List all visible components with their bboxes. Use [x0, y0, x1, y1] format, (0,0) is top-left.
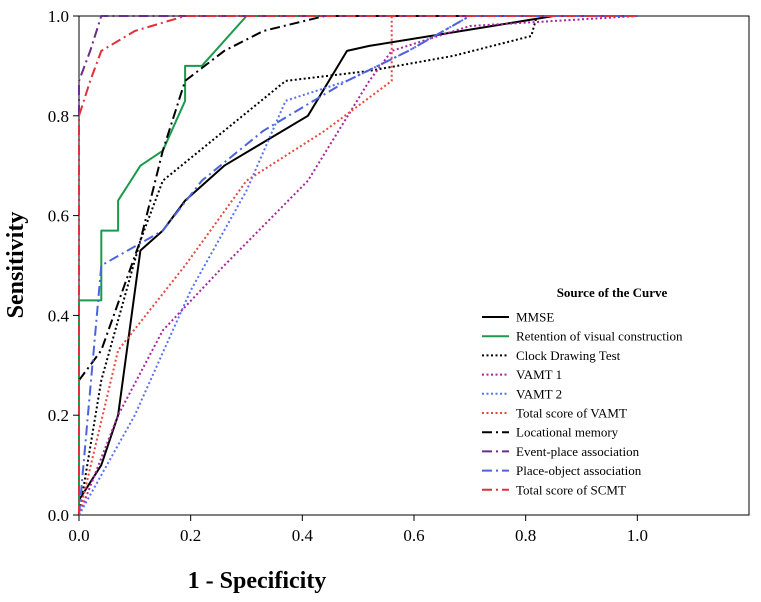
legend-label: Total score of SCMT	[516, 482, 626, 497]
curve-mmse	[78, 15, 638, 515]
curve-locational-memory	[78, 15, 638, 381]
y-axis-title: Sensitivity	[3, 212, 29, 319]
x-tick-label: 0.0	[68, 526, 89, 545]
legend-label: Total score of VAMT	[516, 406, 627, 421]
y-tick-label: 0.2	[48, 406, 69, 425]
x-tick-label: 0.8	[515, 526, 536, 545]
curve-clock-drawing-test	[78, 15, 638, 516]
x-axis-title: 1 - Specificity	[188, 568, 327, 594]
legend-label: Retention of visual construction	[516, 329, 683, 344]
y-tick-label: 0.8	[48, 107, 69, 126]
y-tick-label: 0.4	[48, 306, 70, 325]
curve-retention-of-visual-construction	[78, 15, 638, 515]
legend-title: Source of the Curve	[557, 285, 668, 300]
y-tick-label: 0.0	[48, 506, 69, 525]
x-tick-label: 0.2	[180, 526, 201, 545]
curve-total-score-of-scmt	[78, 15, 638, 515]
x-tick-label: 1.0	[627, 526, 648, 545]
y-tick-label: 1.0	[48, 7, 69, 26]
legend-label: Locational memory	[516, 425, 619, 440]
legend-label: MMSE	[516, 310, 554, 325]
y-tick-label: 0.6	[48, 207, 69, 226]
curve-total-score-of-vamt	[78, 15, 638, 516]
legend-label: Clock Drawing Test	[516, 348, 621, 363]
plot-frame	[78, 15, 750, 516]
curve-layer	[78, 15, 638, 516]
legend-label: VAMT 2	[516, 386, 562, 401]
legend: Source of the Curve MMSE Retention of vis…	[482, 285, 683, 497]
curve-place-object-association	[78, 15, 638, 516]
legend-label: VAMT 1	[516, 367, 562, 382]
x-tick-label: 0.6	[403, 526, 424, 545]
x-tick-label: 0.4	[292, 526, 314, 545]
legend-label: Place-object association	[516, 463, 642, 478]
legend-label: Event-place association	[516, 444, 640, 459]
tick-layer: 0.0 0.2 0.4 0.6 0.8 1.0 0.0 0.2 0.4 0.6 0.8 1.0	[48, 7, 648, 545]
